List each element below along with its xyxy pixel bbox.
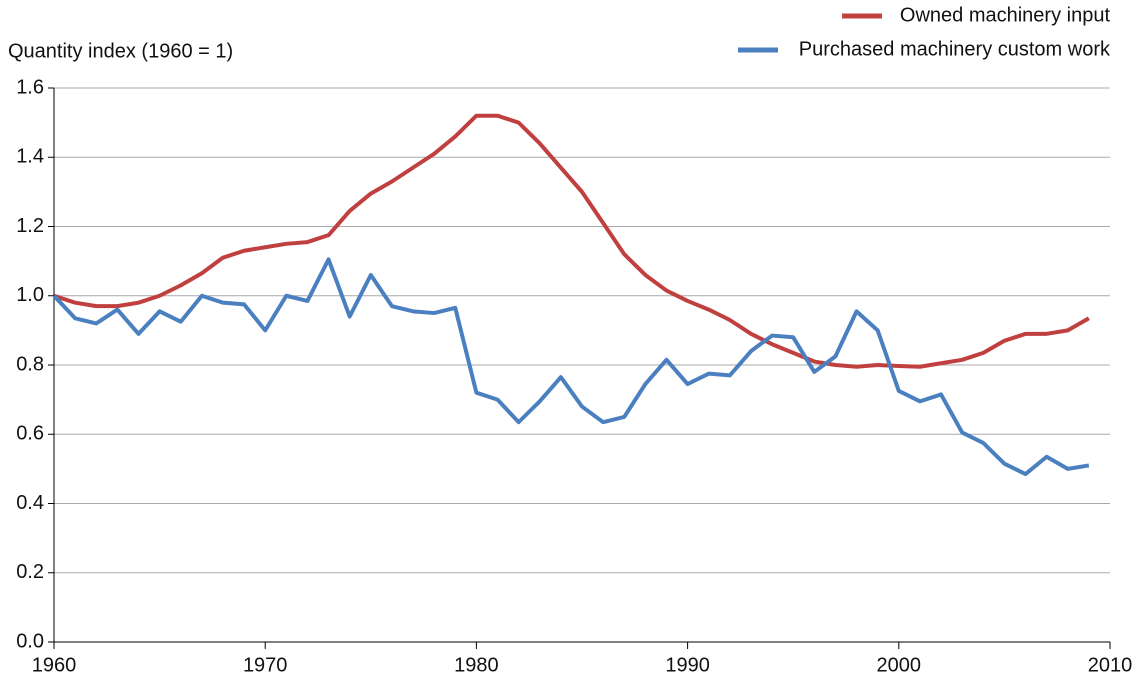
legend-label: Owned machinery input [900, 4, 1111, 26]
x-tick-label: 2010 [1088, 654, 1133, 676]
y-axis-label: Quantity index (1960 = 1) [8, 40, 233, 62]
series-line [53, 113, 1090, 369]
y-tick-label: 0.4 [16, 492, 44, 514]
x-tick-label: 1980 [454, 654, 499, 676]
x-tick-label: 1990 [665, 654, 710, 676]
y-tick-label: 0.8 [16, 353, 44, 375]
x-tick-label: 2000 [877, 654, 922, 676]
x-tick-label: 1960 [32, 654, 77, 676]
legend-label: Purchased machinery custom work [799, 38, 1111, 60]
y-tick-label: 0.2 [16, 561, 44, 583]
y-tick-label: 1.4 [16, 146, 44, 168]
y-tick-label: 1.0 [16, 284, 44, 306]
y-tick-label: 0.0 [16, 630, 44, 652]
y-tick-label: 0.6 [16, 423, 44, 445]
y-tick-label: 1.2 [16, 215, 44, 237]
y-tick-label: 1.6 [16, 76, 44, 98]
series-line [52, 257, 1090, 477]
x-tick-label: 1970 [243, 654, 288, 676]
